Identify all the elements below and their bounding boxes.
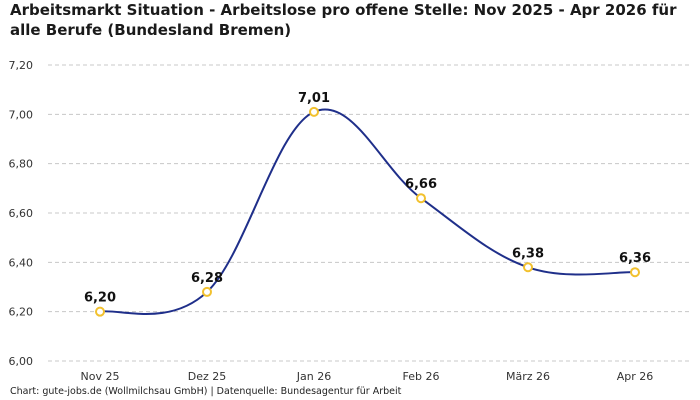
x-tick-label: Dez 25	[188, 370, 227, 383]
data-point	[416, 193, 426, 204]
data-label: 6,38	[512, 246, 544, 261]
data-point	[630, 267, 640, 278]
x-tick-label: Nov 25	[81, 370, 120, 383]
y-tick-label: 7,00	[9, 108, 34, 121]
y-tick-label: 6,20	[9, 306, 34, 319]
x-tick-label: Apr 26	[617, 370, 654, 383]
x-tick-label: Jan 26	[296, 370, 331, 383]
y-tick-label: 6,60	[9, 207, 34, 220]
data-label: 6,20	[84, 291, 116, 306]
data-points	[95, 106, 640, 317]
x-axis-ticks: Nov 25 Dez 25 Jan 26 Feb 26 März 26 Apr 26	[81, 370, 654, 383]
y-tick-label: 6,80	[9, 158, 34, 171]
data-label: 6,28	[191, 271, 223, 286]
data-point	[95, 306, 105, 317]
y-tick-label: 6,40	[9, 256, 34, 269]
x-tick-label: Feb 26	[403, 370, 440, 383]
y-axis-ticks: 6,00 6,20 6,40 6,60 6,80 7,00 7,20	[9, 59, 34, 368]
data-label: 6,36	[619, 251, 651, 266]
data-label: 7,01	[298, 91, 330, 106]
data-point	[523, 262, 533, 273]
series-line-group	[99, 108, 636, 315]
y-tick-label: 7,20	[9, 59, 34, 72]
data-label: 6,66	[405, 177, 437, 192]
data-labels: 6,20 6,28 7,01 6,66 6,38 6,36	[84, 91, 651, 306]
x-tick-label: März 26	[506, 370, 550, 383]
data-point	[202, 286, 212, 297]
data-point	[309, 106, 319, 117]
series-line	[99, 108, 636, 315]
chart-source-footer: Chart: gute-jobs.de (Wollmilchsau GmbH) …	[10, 386, 402, 397]
y-tick-label: 6,00	[9, 355, 34, 368]
chart-title: Arbeitsmarkt Situation - Arbeitslose pro…	[10, 1, 677, 39]
gridlines	[48, 64, 690, 362]
